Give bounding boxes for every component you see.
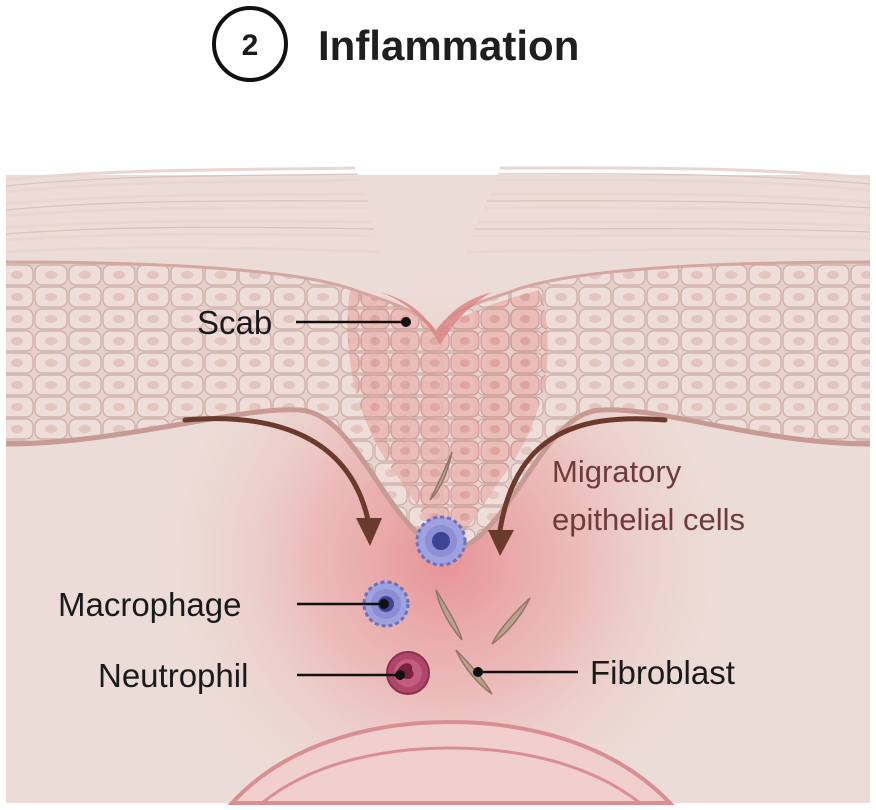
migratory-label-line2: epithelial cells [552, 502, 745, 537]
right-migration-arrow [497, 416, 668, 533]
migration-arrows [182, 416, 668, 533]
leader-dots [379, 317, 483, 680]
macrophage-in-wound [415, 515, 467, 567]
migratory-label-line1: Migratory [552, 454, 682, 489]
leader-lines [296, 320, 578, 677]
title-group: 2 Inflammation [212, 6, 579, 82]
dermal-vessel [227, 719, 675, 805]
fibroblast-label: Fibroblast [590, 654, 735, 691]
scab [380, 292, 492, 345]
fibroblast-icon [435, 589, 463, 641]
stratum-corneum [5, 166, 871, 254]
neutrophil-label: Neutrophil [98, 657, 248, 694]
scab-label: Scab [197, 304, 272, 341]
dermal-vessel-inner [261, 746, 641, 805]
macrophage-label: Macrophage [58, 586, 241, 623]
fibroblast-icon [491, 597, 531, 645]
right-arrowhead [488, 530, 514, 556]
title-text: Inflammation [318, 22, 579, 69]
step-number-circle [212, 6, 288, 82]
left-arrowhead [356, 518, 382, 546]
fibroblast-icon [429, 451, 453, 501]
neutrophil-icon [386, 651, 430, 695]
step-number: 2 [242, 29, 259, 62]
left-migration-arrow [182, 416, 371, 523]
stratum-corneum-shade [5, 173, 871, 235]
